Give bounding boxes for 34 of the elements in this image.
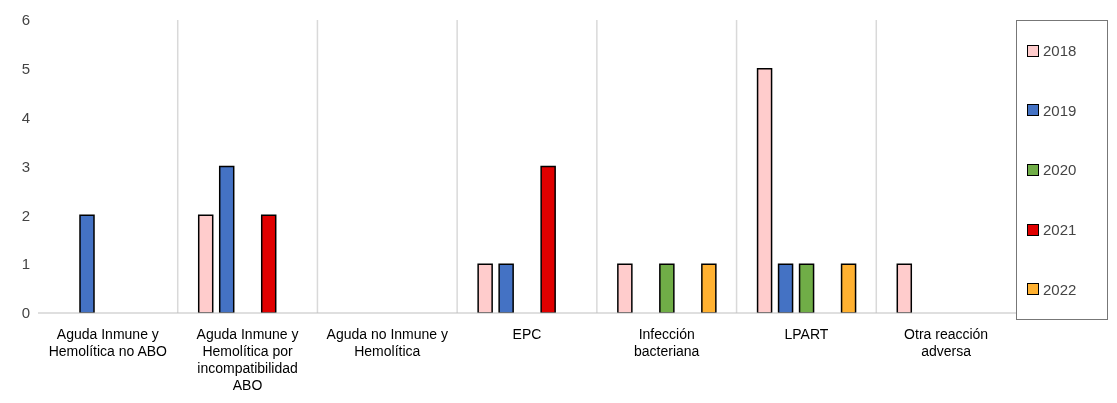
x-tick-label: LPART bbox=[784, 326, 829, 342]
y-tick-label: 3 bbox=[21, 157, 30, 175]
x-tick-label: Infección bacteriana bbox=[634, 326, 700, 359]
x-tick-label: Otra reacción adversa bbox=[904, 326, 989, 359]
legend-label: 2020 bbox=[1042, 161, 1078, 179]
legend-label: 2022 bbox=[1042, 280, 1078, 298]
y-tick-label: 2 bbox=[21, 206, 30, 224]
bar bbox=[659, 263, 675, 313]
bar bbox=[79, 214, 95, 313]
bar bbox=[840, 263, 857, 313]
legend-label: 2018 bbox=[1042, 42, 1078, 60]
x-tick-label: Aguda Inmune y Hemolítica no ABO bbox=[48, 326, 168, 359]
bar bbox=[798, 263, 815, 313]
y-tick-label: 1 bbox=[21, 255, 30, 273]
x-tick-label: Aguda Inmune y Hemolítica por incompatibilidad ABO bbox=[196, 326, 299, 393]
y-tick-label: 0 bbox=[21, 304, 30, 322]
x-tick-label: Aguda no Inmune y Hemolítica bbox=[326, 326, 448, 359]
bar bbox=[498, 263, 514, 313]
bar bbox=[218, 165, 235, 313]
bar bbox=[540, 165, 556, 313]
bar bbox=[477, 263, 493, 313]
legend-label: 2019 bbox=[1042, 101, 1078, 119]
legend-label: 2021 bbox=[1042, 221, 1078, 239]
x-tick-label: EPC bbox=[512, 326, 542, 342]
bar bbox=[756, 68, 773, 313]
bar bbox=[260, 214, 277, 313]
bar bbox=[777, 263, 794, 313]
bar bbox=[896, 263, 913, 313]
bar bbox=[197, 214, 214, 313]
bar bbox=[617, 263, 633, 313]
y-tick-label: 5 bbox=[21, 60, 30, 78]
y-tick-label: 4 bbox=[21, 108, 30, 126]
bar bbox=[701, 263, 717, 313]
y-tick-label: 6 bbox=[21, 11, 30, 29]
